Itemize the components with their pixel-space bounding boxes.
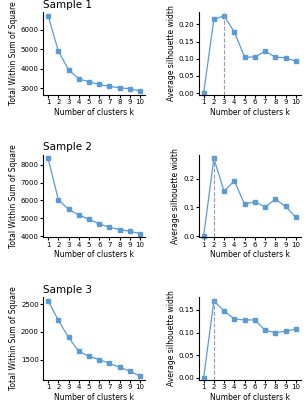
X-axis label: Number of clusters k: Number of clusters k (54, 393, 134, 400)
X-axis label: Number of clusters k: Number of clusters k (210, 108, 290, 117)
Y-axis label: Total Within Sum of Square: Total Within Sum of Square (9, 287, 18, 390)
Y-axis label: Average silhouette width: Average silhouette width (171, 148, 180, 244)
X-axis label: Number of clusters k: Number of clusters k (210, 393, 290, 400)
Y-axis label: Total Within Sum of Square: Total Within Sum of Square (9, 144, 18, 248)
X-axis label: Number of clusters k: Number of clusters k (210, 250, 290, 259)
X-axis label: Number of clusters k: Number of clusters k (54, 250, 134, 259)
X-axis label: Number of clusters k: Number of clusters k (54, 108, 134, 117)
Y-axis label: Average silhouette width: Average silhouette width (167, 6, 176, 101)
Text: Sample 1: Sample 1 (43, 0, 92, 10)
Y-axis label: Total Within Sum of Square: Total Within Sum of Square (9, 2, 18, 105)
Text: Sample 2: Sample 2 (43, 142, 92, 152)
Y-axis label: Average silhouette width: Average silhouette width (167, 291, 176, 386)
Text: Sample 3: Sample 3 (43, 285, 92, 295)
